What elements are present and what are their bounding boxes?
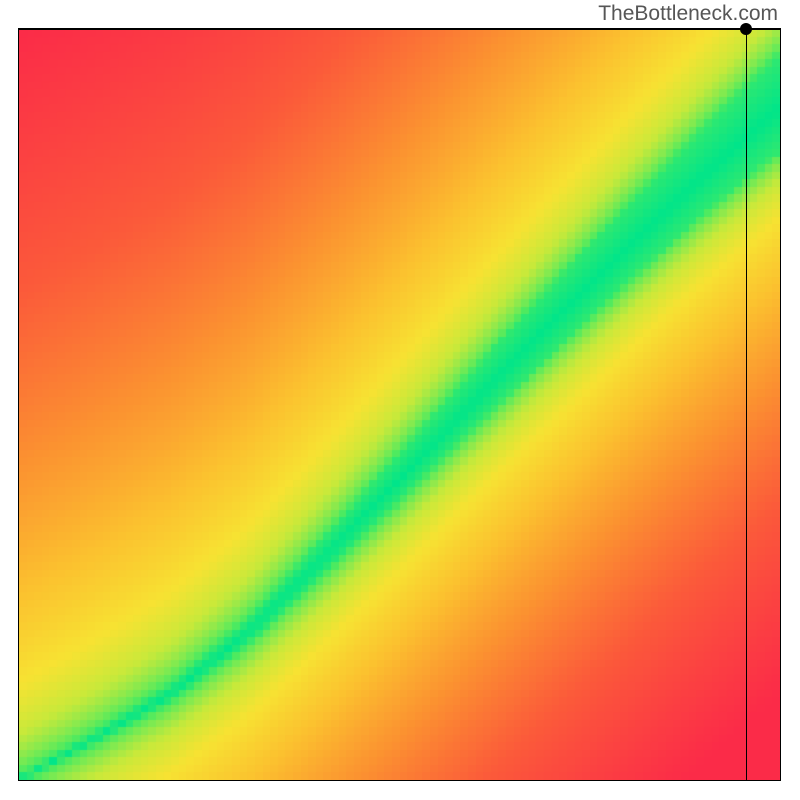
crosshair-vertical xyxy=(746,29,747,780)
crosshair-horizontal xyxy=(19,29,780,30)
chart-container: TheBottleneck.com xyxy=(0,0,800,800)
selection-marker xyxy=(740,23,752,35)
bottleneck-heatmap xyxy=(19,29,780,780)
chart-frame xyxy=(18,28,781,781)
attribution-text: TheBottleneck.com xyxy=(598,2,778,26)
